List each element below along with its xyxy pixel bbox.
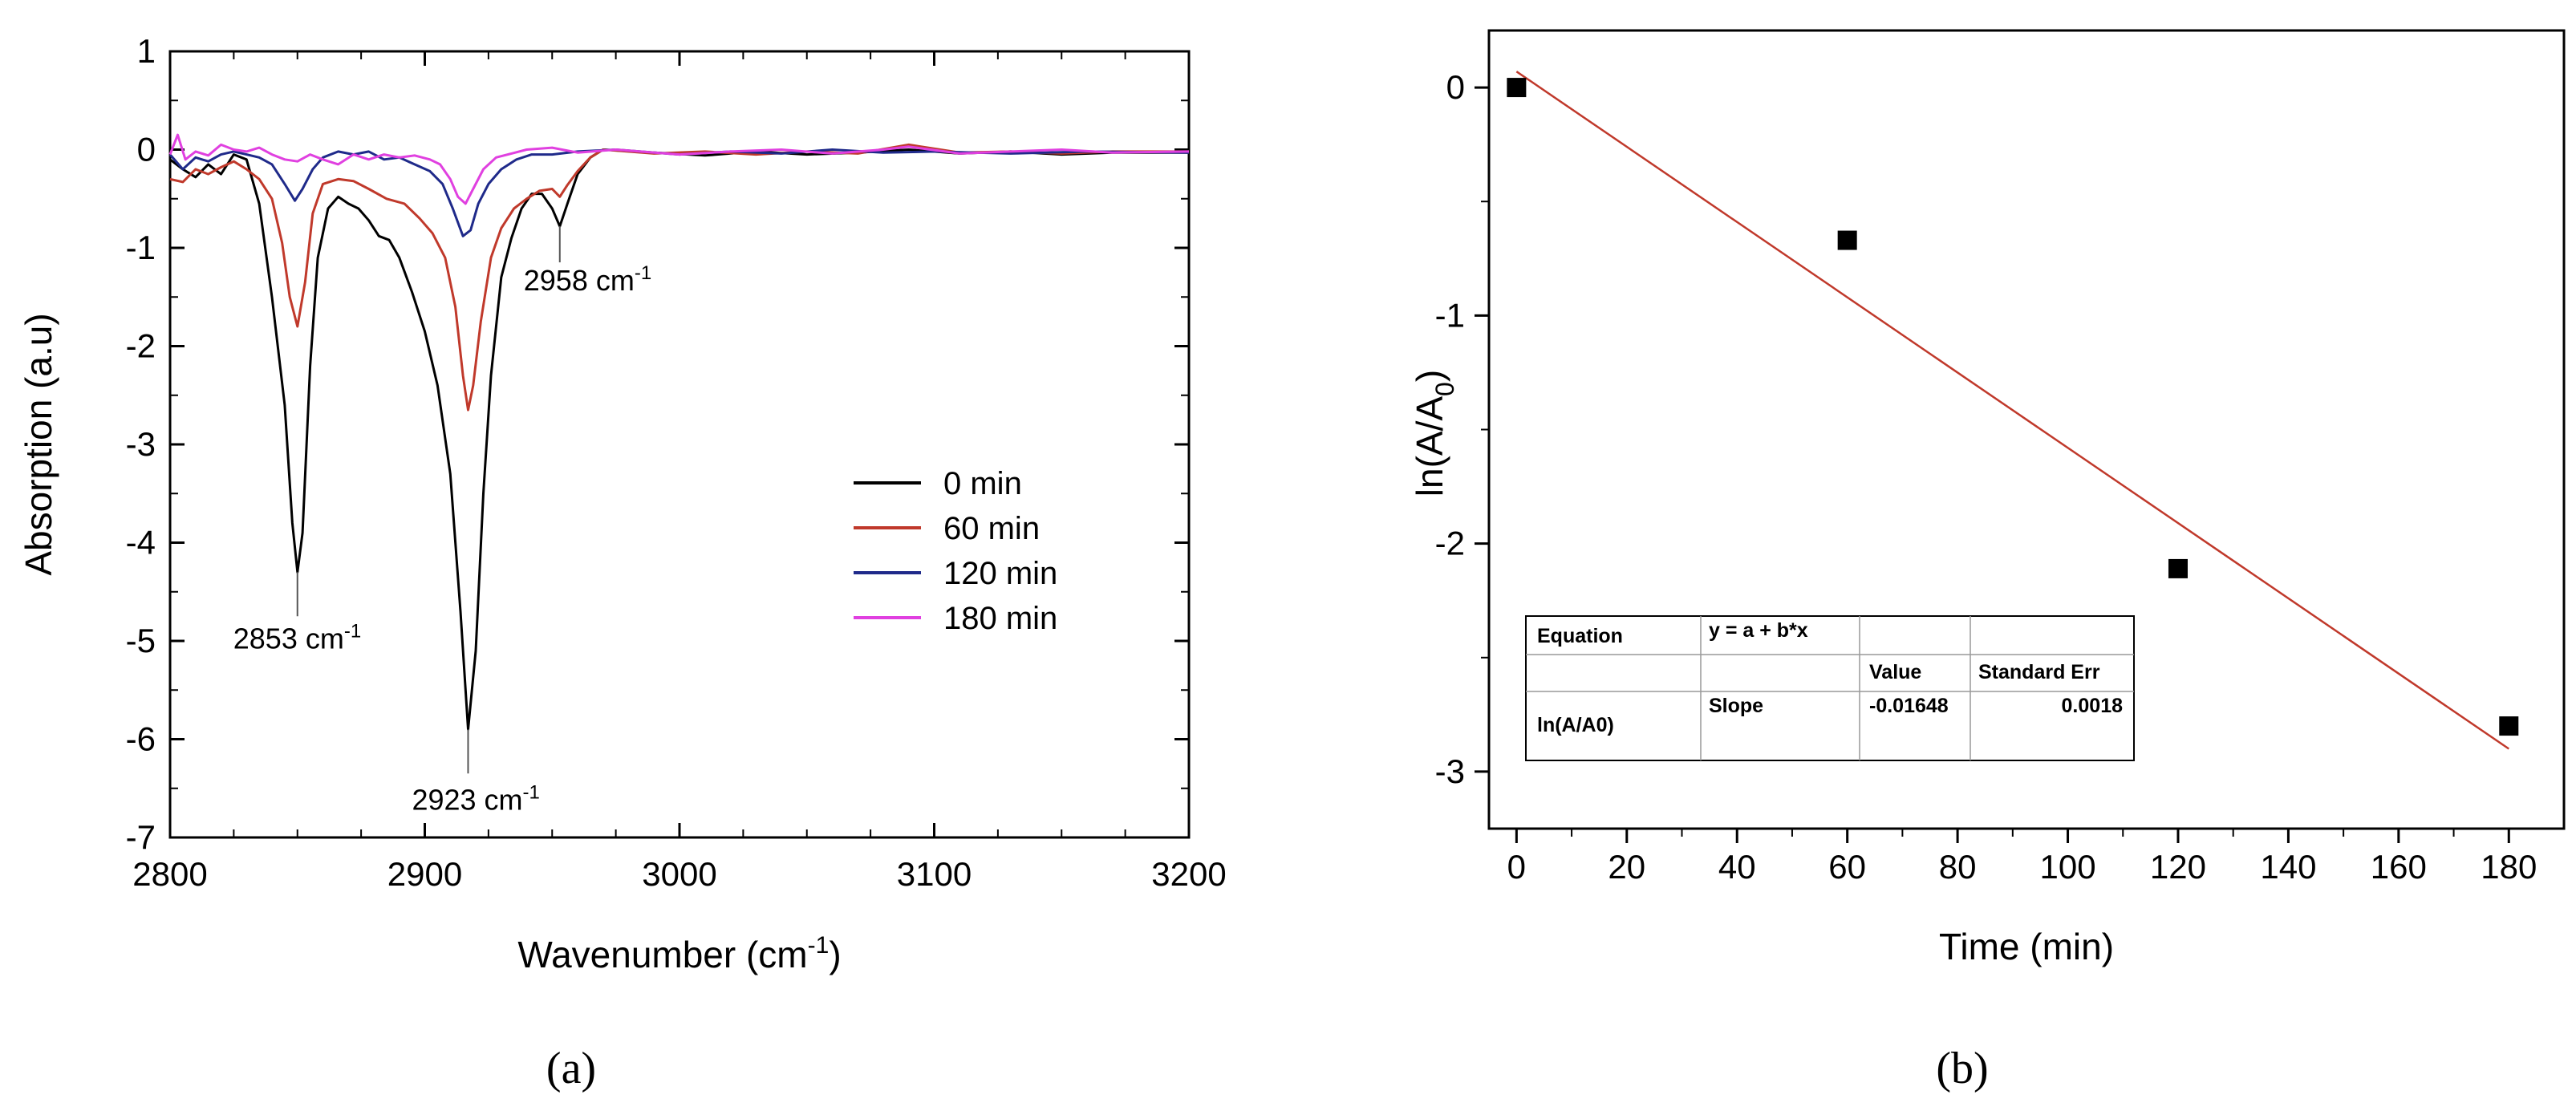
x-tick-label: 0 <box>1507 848 1526 886</box>
data-point <box>1837 230 1857 250</box>
data-point <box>1507 78 1527 98</box>
series-line-0 <box>169 148 1189 731</box>
y-tick-label: 0 <box>1446 68 1465 106</box>
fit-table-cell: Standard Err <box>1978 661 2100 683</box>
annotation-label: 2853 cm-1 <box>233 620 361 655</box>
x-tick-label: 180 <box>2481 848 2537 886</box>
panel-label-b: (b) <box>1936 1044 1988 1093</box>
x-tick-label: 60 <box>1828 848 1866 886</box>
fit-line <box>1515 71 2509 750</box>
series-line-2 <box>168 148 1190 237</box>
chart-a-annotations: 2853 cm-1 2923 cm-1 2958 cm-1 <box>233 226 651 816</box>
fit-results-table: Equation y = a + b*x Value Standard Err … <box>1525 615 2135 761</box>
fit-table-cell: 0.0018 <box>2062 695 2124 717</box>
fit-table-cell: Slope <box>1709 695 1763 717</box>
annotation-label: 2958 cm-1 <box>524 262 651 297</box>
x-tick-label: 160 <box>2371 848 2427 886</box>
x-tick-label: 3000 <box>642 855 716 893</box>
chart-a-x-ticks: 2800 2900 3000 3100 3200 <box>132 51 1227 893</box>
fit-table-cell: y = a + b*x <box>1709 619 1808 642</box>
fit-table-cell: Value <box>1869 661 1921 683</box>
fit-table-cell: ln(A/A0) <box>1537 714 1614 736</box>
x-tick-label: 40 <box>1718 848 1756 886</box>
chart-a-y-axis-label: Absorption (a.u) <box>18 313 59 575</box>
y-tick-label: 0 <box>137 131 156 168</box>
chart-b-fit-line <box>1515 71 2509 750</box>
x-tick-label: 120 <box>2150 848 2206 886</box>
chart-a-y-ticks: 1 0 -1 -2 -3 -4 -5 -6 -7 <box>126 32 1189 856</box>
y-tick-label: -1 <box>126 229 156 266</box>
x-tick-label: 3200 <box>1151 855 1226 893</box>
x-tick-label: 2800 <box>132 855 207 893</box>
y-tick-label: -6 <box>126 720 156 758</box>
x-tick-label: 140 <box>2260 848 2316 886</box>
x-tick-label: 3100 <box>897 855 972 893</box>
chart-a-series <box>168 133 1190 731</box>
y-tick-label: -2 <box>126 327 156 365</box>
x-tick-label: 100 <box>2039 848 2095 886</box>
chart-a-frame <box>168 50 1191 839</box>
y-tick-label: -3 <box>1435 752 1465 790</box>
legend-label-0: 0 min <box>943 466 1022 501</box>
y-tick-label: 1 <box>137 32 156 70</box>
chart-a-x-axis-label: Wavenumber (cm-1) <box>517 932 841 975</box>
series-line-1 <box>169 143 1189 412</box>
chart-b-x-axis-label: Time (min) <box>1939 926 2114 967</box>
fit-table-cell: -0.01648 <box>1869 695 1949 717</box>
legend-label-3: 180 min <box>943 601 1057 636</box>
chart-b-y-axis-label: ln(A/A0) <box>1409 370 1459 497</box>
chart-b-y-ticks: 0 -1 -2 -3 <box>1435 68 1489 790</box>
legend-label-2: 120 min <box>943 556 1057 591</box>
fit-table-cell: Equation <box>1537 625 1623 647</box>
fit-table-frame <box>1525 615 2135 761</box>
data-point <box>2168 558 2188 578</box>
chart-b-x-ticks: 0 20 40 60 80 100 120 140 160 180 <box>1507 829 2537 886</box>
data-point <box>2499 716 2519 736</box>
chart-a-legend: 0 min 60 min 120 min 180 min <box>854 466 1057 636</box>
chart-b-points <box>1507 78 2519 736</box>
x-tick-label: 80 <box>1939 848 1977 886</box>
chart-a: 1 0 -1 -2 -3 -4 -5 -6 -7 2800 2900 3000 3100 3200 28… <box>18 32 1227 1093</box>
y-tick-label: -5 <box>126 622 156 659</box>
chart-b: 0 -1 -2 -3 0 20 40 60 80 100 120 140 160 180 Equatio… <box>1409 29 2566 1093</box>
y-tick-label: -3 <box>126 425 156 463</box>
annotation-label: 2923 cm-1 <box>412 781 539 816</box>
legend-label-1: 60 min <box>943 511 1040 546</box>
x-tick-label: 20 <box>1608 848 1645 886</box>
series-line-3 <box>168 133 1190 205</box>
y-tick-label: -2 <box>1435 525 1465 562</box>
panel-label-a: (a) <box>546 1044 596 1093</box>
y-tick-label: -4 <box>126 524 156 562</box>
x-tick-label: 2900 <box>387 855 462 893</box>
y-tick-label: -1 <box>1435 296 1465 334</box>
y-tick-label: -7 <box>126 818 156 856</box>
